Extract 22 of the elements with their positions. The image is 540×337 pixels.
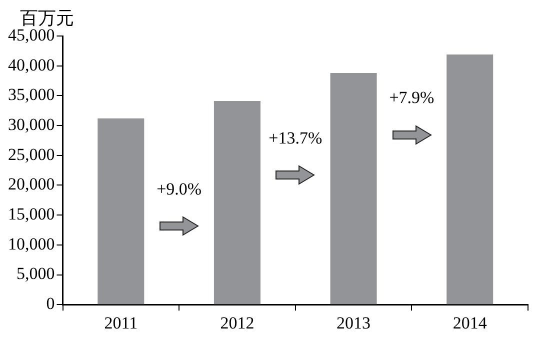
x-tick-label: 2012 xyxy=(220,313,254,332)
x-tick-label: 2013 xyxy=(336,313,371,332)
y-axis-title: 百万元 xyxy=(20,8,74,28)
y-tick-label: 20,000 xyxy=(8,174,55,194)
annotation: +9.0% xyxy=(156,179,202,198)
y-tick-label: 0 xyxy=(46,294,55,314)
bar xyxy=(446,54,494,304)
y-tick-label: 15,000 xyxy=(8,204,55,224)
bar xyxy=(98,118,144,304)
x-tick-label: 2011 xyxy=(104,313,138,332)
bar xyxy=(330,73,377,304)
y-tick-label: 25,000 xyxy=(8,144,55,164)
annotation: +7.9% xyxy=(389,88,434,108)
bar xyxy=(214,101,260,304)
annotation: +13.7% xyxy=(268,128,322,148)
x-tick-label: 2014 xyxy=(452,313,488,332)
y-tick-label: 10,000 xyxy=(8,234,55,254)
y-tick-label: 30,000 xyxy=(8,115,55,134)
y-tick-label: 40,000 xyxy=(8,55,55,74)
y-tick-label: 35,000 xyxy=(8,85,55,104)
y-tick-label: 5,000 xyxy=(16,264,55,284)
y-tick-label: 45,000 xyxy=(8,25,55,44)
